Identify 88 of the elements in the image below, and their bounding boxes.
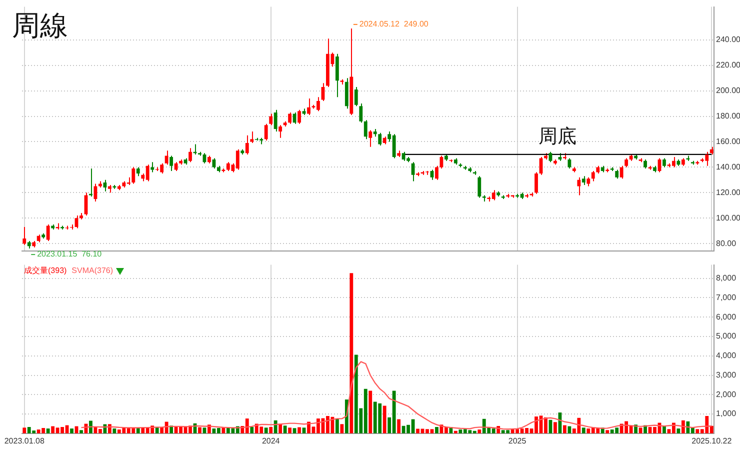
y-tick-label: 160.00 — [716, 136, 740, 146]
y-tick-label: 120.00 — [716, 188, 740, 197]
y-tick-label: 3,000 — [716, 370, 737, 380]
y-tick-label: 6,000 — [716, 312, 737, 322]
candlestick — [368, 130, 372, 148]
candlestick — [22, 226, 26, 246]
y-tick-label: 140.00 — [716, 162, 740, 172]
text: SVMA(376) — [72, 266, 114, 276]
candlestick — [103, 179, 107, 192]
bar — [562, 425, 566, 434]
candlestick — [245, 134, 249, 155]
x-tick-label: 2025.10.22 — [692, 436, 732, 446]
bar — [298, 427, 301, 434]
y-tick-label: 5,000 — [716, 332, 737, 341]
bar — [606, 430, 610, 434]
bar — [274, 420, 278, 434]
candlestick — [307, 98, 310, 116]
y-tick-label: 8,000 — [716, 274, 737, 283]
bar — [112, 428, 116, 434]
bar — [676, 428, 680, 434]
bar — [46, 428, 50, 434]
bar — [288, 428, 292, 434]
bar — [216, 428, 220, 434]
bar — [662, 426, 666, 434]
candlestick — [378, 132, 382, 146]
candlestick — [269, 113, 273, 126]
candlestick — [354, 86, 358, 107]
bar — [269, 427, 273, 434]
candlestick — [250, 131, 254, 144]
bar — [283, 426, 287, 434]
candlestick — [170, 155, 174, 172]
candlestick — [150, 162, 154, 173]
y-tick-label: 4,000 — [716, 351, 737, 360]
candlestick — [164, 150, 168, 166]
bar — [478, 430, 482, 434]
candlestick — [84, 192, 88, 216]
candlestick — [548, 151, 552, 163]
annotation: 2023.01.15 76.10 — [37, 250, 102, 259]
annotation: 周底 — [538, 125, 577, 148]
bar — [397, 419, 401, 434]
x-tick-label: 2024 — [262, 436, 280, 446]
bar — [554, 422, 557, 434]
y-tick-label: 1,000 — [716, 409, 737, 418]
bar — [70, 428, 74, 434]
bar — [382, 406, 386, 434]
candlestick — [534, 172, 538, 194]
y-tick-label: 240.00 — [716, 35, 740, 44]
bar — [582, 428, 586, 434]
bar — [350, 273, 354, 434]
x-tick-label: 2023.01.08 — [4, 436, 45, 446]
y-tick-label: 180.00 — [716, 111, 740, 120]
candlestick — [478, 176, 482, 198]
bar — [340, 424, 344, 434]
candlestick — [359, 103, 363, 124]
text: 成交量(393) — [24, 266, 68, 276]
bar — [264, 428, 268, 434]
annotation: 2024.05.12 249.00 — [359, 20, 429, 29]
y-tick-label: 100.00 — [716, 213, 740, 222]
candlestick — [46, 224, 50, 242]
bar — [435, 427, 438, 434]
candlestick — [298, 109, 301, 124]
y-tick-label: 220.00 — [716, 60, 740, 70]
candlestick — [620, 165, 624, 180]
candlestick — [264, 123, 268, 141]
candlestick — [591, 170, 595, 182]
candlestick — [188, 148, 192, 163]
candlestick — [288, 112, 292, 124]
y-tick-label: 200.00 — [716, 86, 740, 96]
candlestick — [364, 120, 368, 140]
y-tick-label: 7,000 — [716, 292, 737, 302]
bar — [198, 427, 202, 434]
x-tick-label: 2025 — [508, 436, 527, 446]
candlestick — [274, 109, 278, 132]
candlestick — [568, 158, 572, 169]
bar — [250, 427, 254, 434]
candlestick — [435, 165, 438, 180]
y-tick-label: 80.00 — [716, 238, 737, 248]
bar — [568, 426, 572, 434]
bar — [368, 390, 372, 434]
y-tick-label: 2,000 — [716, 390, 737, 399]
bar — [22, 428, 26, 434]
bar — [80, 430, 83, 434]
candlestick — [132, 166, 136, 184]
chart-title: 周線 — [12, 10, 68, 41]
bar — [335, 418, 339, 434]
candlestick — [430, 169, 434, 180]
candlestick — [278, 124, 282, 138]
candlestick — [577, 176, 581, 196]
